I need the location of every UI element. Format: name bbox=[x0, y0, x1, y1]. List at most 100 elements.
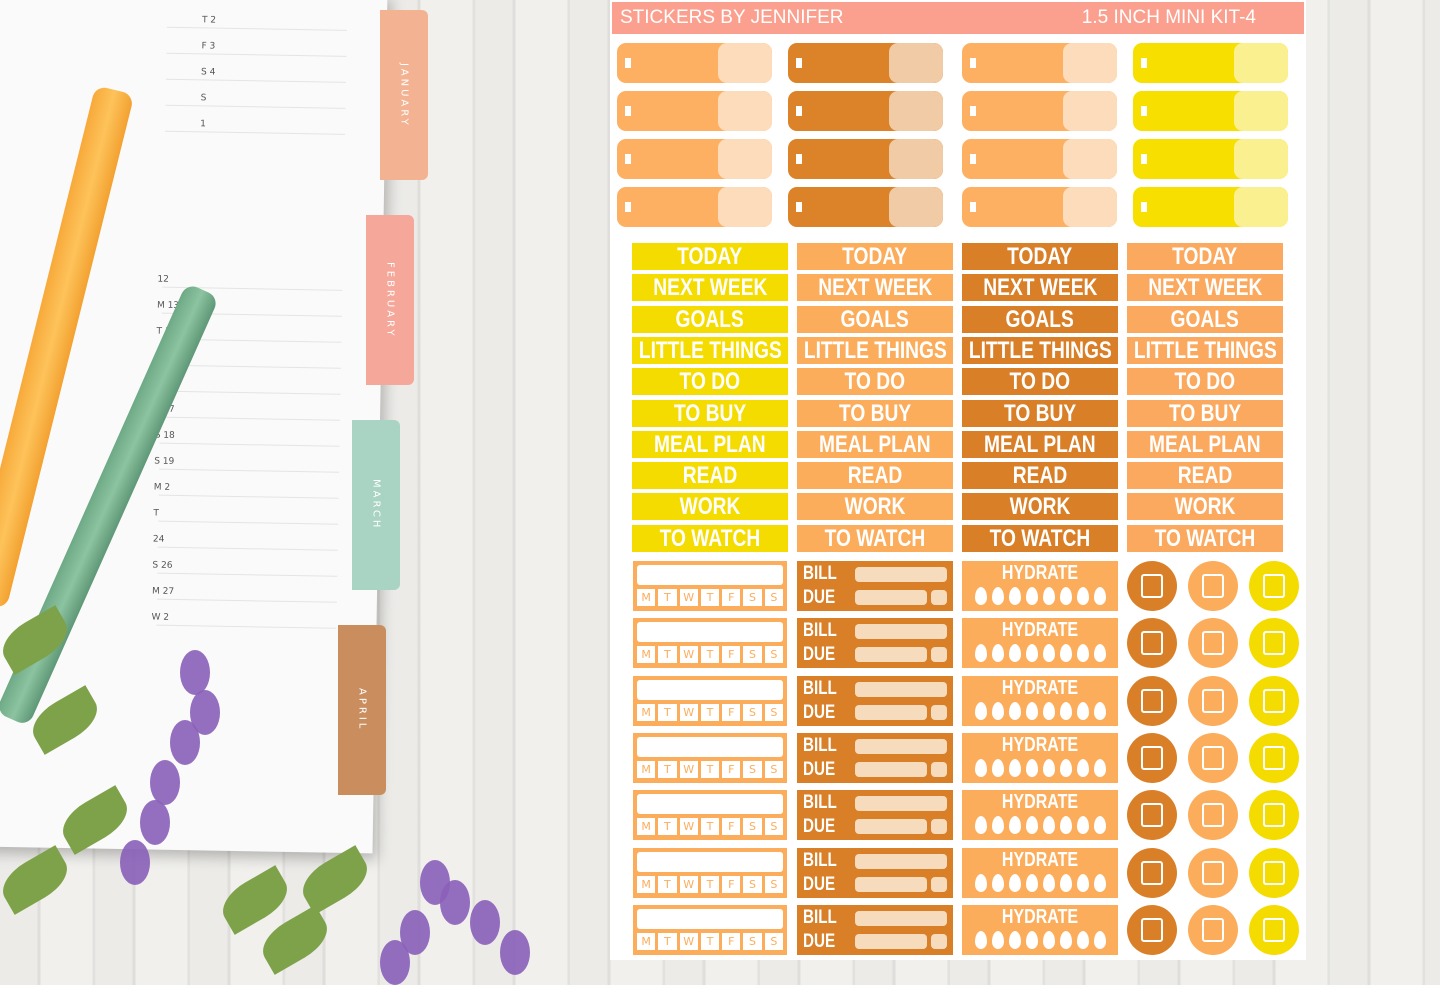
kit-name: 1.5 INCH MINI KIT-4 bbox=[1081, 7, 1256, 28]
camera-icon bbox=[1263, 631, 1285, 656]
hydrate-label: HYDRATE bbox=[1001, 905, 1079, 928]
bill-label: BILL bbox=[803, 677, 837, 699]
water-drop-icon bbox=[1093, 701, 1106, 720]
word-sticker: GOALS bbox=[962, 305, 1118, 333]
lavender-flower bbox=[380, 940, 410, 985]
lavender-flower bbox=[500, 930, 530, 975]
word-sticker: WORK bbox=[962, 493, 1118, 521]
month-tab[interactable]: MARCH bbox=[352, 420, 400, 590]
word-sticker-label: TO BUY bbox=[673, 399, 747, 427]
month-tab[interactable]: APRIL bbox=[338, 625, 386, 795]
water-drop-icon bbox=[1093, 816, 1106, 835]
weekday-label: T bbox=[658, 875, 677, 893]
water-drop-icon bbox=[1042, 758, 1055, 777]
word-sticker-label: NEXT WEEK bbox=[652, 274, 768, 302]
water-drop-icon bbox=[1093, 758, 1106, 777]
water-drop-icon bbox=[1008, 930, 1021, 949]
tab-mark bbox=[796, 202, 802, 212]
due-box bbox=[931, 933, 947, 949]
weekday-label: F bbox=[722, 818, 741, 836]
planner-day: 24 bbox=[152, 534, 165, 545]
weekly-box bbox=[637, 908, 783, 929]
bill-label: BILL bbox=[803, 734, 837, 756]
word-sticker-label: TO WATCH bbox=[659, 524, 761, 552]
weekday-label: S bbox=[764, 932, 783, 950]
bill-due-sticker: BILL DUE bbox=[797, 561, 953, 611]
weekday-label: S bbox=[743, 646, 762, 664]
planner-day: S bbox=[200, 93, 207, 104]
weekday-label: F bbox=[722, 589, 741, 606]
water-drops bbox=[962, 758, 1118, 777]
hydrate-label: HYDRATE bbox=[1001, 676, 1079, 699]
word-sticker-label: NEXT WEEK bbox=[817, 274, 933, 302]
water-drop-icon bbox=[1059, 930, 1072, 949]
water-drop-icon bbox=[1076, 758, 1089, 777]
water-drop-icon bbox=[974, 816, 987, 835]
tab-sticker bbox=[962, 43, 1117, 83]
weekday-label: W bbox=[679, 932, 698, 950]
word-sticker-label: TO WATCH bbox=[824, 524, 926, 552]
tab-mark bbox=[1141, 58, 1147, 68]
tab-end bbox=[889, 43, 943, 83]
water-drop-icon bbox=[1042, 816, 1055, 835]
word-sticker-label: TODAY bbox=[1007, 243, 1073, 270]
icon-sticker bbox=[1249, 675, 1299, 726]
word-sticker-label: LITTLE THINGS bbox=[803, 336, 947, 364]
leaf bbox=[0, 845, 76, 915]
water-drop-icon bbox=[991, 873, 1004, 892]
planner-line bbox=[158, 520, 339, 525]
weekday-label: S bbox=[743, 932, 762, 950]
word-sticker-label: TO WATCH bbox=[989, 524, 1091, 552]
due-bar bbox=[855, 933, 927, 949]
tab-end bbox=[1234, 139, 1288, 179]
due-label: DUE bbox=[803, 873, 836, 895]
due-bar bbox=[855, 647, 927, 663]
tab-sticker bbox=[962, 91, 1117, 131]
water-drop-icon bbox=[974, 644, 987, 663]
bill-bar bbox=[855, 853, 947, 869]
word-sticker: TO WATCH bbox=[962, 524, 1118, 552]
bill-due-sticker: BILL DUE bbox=[797, 790, 953, 841]
month-tab[interactable]: FEBRUARY bbox=[366, 215, 414, 385]
word-sticker: TODAY bbox=[1127, 243, 1283, 270]
tab-sticker bbox=[1133, 91, 1288, 131]
month-tab[interactable]: JANUARY bbox=[380, 10, 428, 180]
tab-mark bbox=[625, 202, 631, 212]
gift-icon bbox=[1202, 631, 1224, 656]
bill-bar bbox=[855, 624, 947, 640]
due-box bbox=[931, 590, 947, 605]
icon-sticker bbox=[1249, 790, 1299, 841]
weekday-label: S bbox=[764, 875, 783, 893]
weekday-label: S bbox=[764, 646, 783, 664]
bill-bar bbox=[855, 567, 947, 582]
water-drop-icon bbox=[1076, 587, 1089, 605]
icon-sticker bbox=[1188, 732, 1238, 783]
lavender-flower bbox=[150, 760, 180, 805]
word-sticker-label: NEXT WEEK bbox=[1147, 274, 1263, 302]
bill-label: BILL bbox=[803, 792, 837, 814]
word-sticker: MEAL PLAN bbox=[632, 430, 788, 458]
backpack-icon bbox=[1141, 803, 1163, 828]
water-drop-icon bbox=[1042, 873, 1055, 892]
word-sticker-label: TO WATCH bbox=[1154, 524, 1256, 552]
word-sticker-label: TO DO bbox=[679, 368, 741, 396]
weekday-label: F bbox=[722, 646, 741, 664]
bill-bar bbox=[855, 796, 947, 812]
word-sticker: MEAL PLAN bbox=[1127, 430, 1283, 458]
tab-sticker bbox=[617, 91, 772, 131]
due-bar bbox=[855, 876, 927, 892]
planner-line bbox=[160, 416, 341, 421]
water-drop-icon bbox=[1025, 758, 1038, 777]
planner-line bbox=[159, 468, 340, 473]
hydrate-sticker: HYDRATE bbox=[962, 732, 1118, 783]
word-sticker: TODAY bbox=[962, 243, 1118, 270]
word-sticker-label: GOALS bbox=[1170, 305, 1240, 333]
word-sticker: READ bbox=[797, 462, 953, 490]
delivery-truck-icon bbox=[1263, 860, 1285, 885]
weekday-label: S bbox=[764, 703, 783, 721]
tab-sticker bbox=[788, 43, 943, 83]
